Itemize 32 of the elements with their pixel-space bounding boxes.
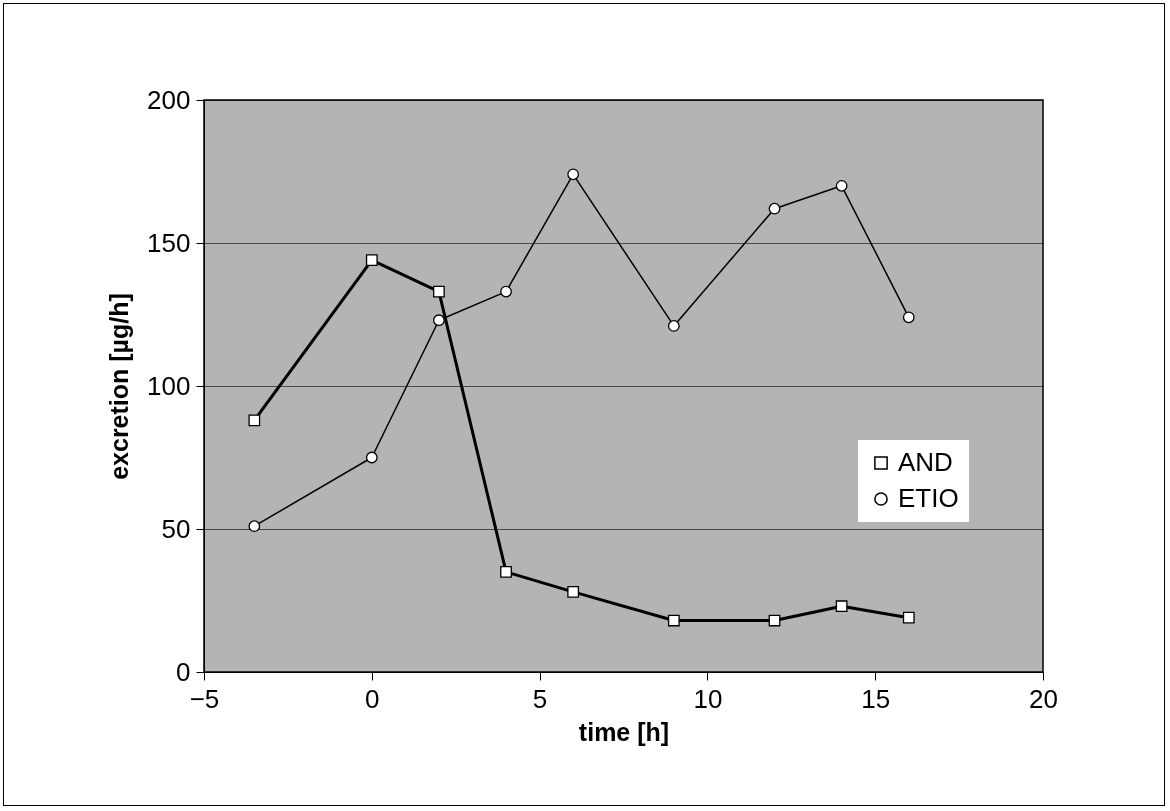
point xyxy=(433,285,445,298)
point xyxy=(768,202,781,215)
y-tick-label: 150 xyxy=(147,227,191,258)
point xyxy=(902,311,915,324)
y-tick-label: 200 xyxy=(147,84,191,115)
y-tick-label: 100 xyxy=(147,370,191,401)
point xyxy=(433,314,445,327)
x-axis-title: time [h] xyxy=(578,717,670,746)
y-axis-title: excretion [µg/h] xyxy=(105,293,134,480)
x-tick-label: 10 xyxy=(693,683,723,714)
point xyxy=(835,600,848,613)
point xyxy=(365,451,378,464)
y-tick-label: 50 xyxy=(161,513,191,544)
x-tick-label: 20 xyxy=(1029,683,1058,714)
x-tick-label: 15 xyxy=(861,683,891,714)
x-tick-label: −5 xyxy=(189,683,220,714)
legend-label: ETIO xyxy=(898,483,959,513)
point xyxy=(902,611,915,624)
point xyxy=(835,179,848,192)
legend-label: AND xyxy=(898,447,953,477)
point xyxy=(248,414,261,427)
x-tick-label: 5 xyxy=(532,683,548,714)
point xyxy=(567,168,580,181)
y-tick-label: 0 xyxy=(176,656,191,687)
x-tick-label: 0 xyxy=(365,683,380,714)
point xyxy=(500,285,512,298)
point xyxy=(365,254,378,267)
point xyxy=(667,614,680,627)
point xyxy=(567,586,580,598)
point xyxy=(248,520,261,533)
point xyxy=(500,566,512,578)
point xyxy=(667,320,680,332)
